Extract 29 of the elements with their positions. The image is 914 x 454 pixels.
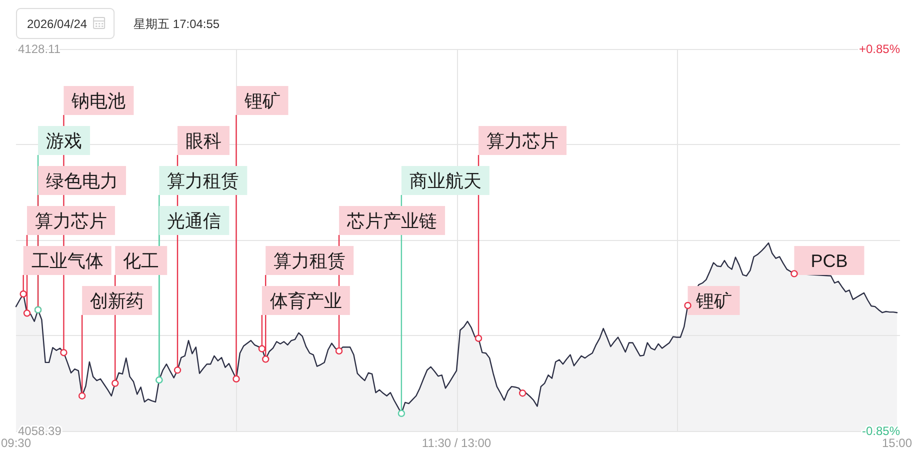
event-label: 体育产业: [261, 286, 350, 346]
ytick-label: 4058.39: [18, 424, 62, 438]
data-label: 工业气体: [31, 251, 104, 271]
data-label: 算力芯片: [486, 131, 559, 151]
y2tick-label: -0.85%: [862, 424, 900, 438]
data-label: 游戏: [46, 131, 82, 151]
y2tick-label: +0.85%: [858, 42, 900, 56]
data-label: PCB: [810, 251, 848, 271]
xtick-label: 15:00: [882, 436, 912, 450]
event-label: 锂矿: [688, 286, 740, 315]
event-label: PCB: [794, 246, 864, 275]
data-label: 化工: [123, 251, 160, 271]
data-label: 绿色电力: [46, 171, 118, 191]
xtick-label: 11:30 / 13:00: [422, 436, 492, 450]
ytick-label: 4128.11: [18, 42, 60, 56]
data-label: 算力租赁: [167, 171, 240, 191]
event-label: 工业气体: [22, 246, 112, 291]
data-label: 算力芯片: [35, 211, 108, 231]
data-label: 钠电池: [70, 91, 126, 111]
xtick-label: 09:30: [0, 436, 32, 450]
subtitle: 星期五 17:04:55: [134, 17, 220, 31]
data-label: 创新药: [90, 291, 144, 311]
data-label: 锂矿: [243, 91, 280, 111]
data-label: 锂矿: [694, 291, 732, 311]
data-label: 芯片产业链: [346, 211, 438, 231]
event-label: 创新药: [81, 286, 152, 393]
title: 2026/04/24: [27, 17, 88, 31]
data-label: 光通信: [167, 211, 222, 231]
data-label: 眼科: [186, 131, 222, 151]
